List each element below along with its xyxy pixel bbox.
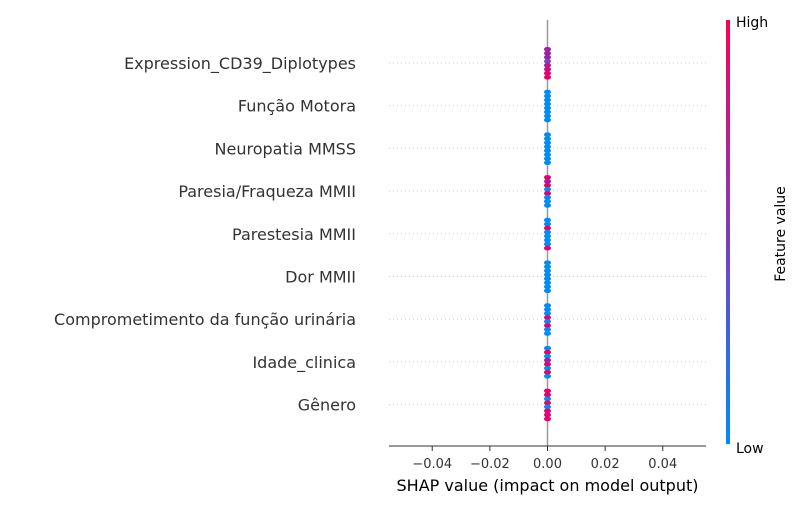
feature-label: Parestesia MMII — [232, 225, 356, 244]
shap-point — [544, 229, 551, 235]
feature-label: Idade_clinica — [252, 353, 356, 373]
shap-point — [544, 315, 551, 320]
shap-point — [544, 280, 551, 286]
shap-point — [544, 388, 551, 394]
x-axis: −0.04 −0.02 0.00 0.02 0.04 SHAP value (impac… — [389, 445, 706, 495]
shap-point — [544, 132, 551, 137]
feature-label: Paresia/Fraqueza MMII — [178, 182, 356, 201]
shap-point — [544, 71, 551, 76]
shap-point — [544, 55, 551, 60]
shap-point — [544, 365, 551, 371]
shap-point — [544, 276, 551, 282]
feature-label: Comprometimento da função urinária — [54, 310, 356, 329]
shap-point — [544, 160, 551, 165]
shap-point — [544, 345, 551, 351]
shap-point — [544, 233, 551, 239]
shap-point — [544, 323, 551, 328]
shap-point — [544, 175, 551, 180]
feature-labels: Expression_CD39_Diplotypes Função Motora N… — [54, 54, 356, 415]
shap-point — [544, 97, 551, 103]
x-ticks: −0.04 −0.02 0.00 0.02 0.04 — [412, 446, 677, 472]
shap-point — [544, 311, 551, 316]
shap-point — [544, 156, 551, 161]
shap-point — [544, 260, 551, 266]
shap-point — [544, 373, 551, 379]
shap-point — [544, 268, 551, 274]
shap-point — [544, 187, 551, 192]
feature-label: Neuropatia MMSS — [215, 139, 356, 158]
shap-point — [544, 404, 551, 410]
colorbar-low-label: Low — [736, 441, 764, 457]
shap-point — [544, 319, 551, 324]
shap-point — [544, 396, 551, 402]
shap-point — [544, 288, 551, 294]
colorbar-gradient — [726, 20, 730, 444]
shap-point — [544, 217, 551, 223]
colorbar: High Low Feature value — [726, 15, 789, 457]
shap-point — [544, 117, 551, 123]
x-axis-title: SHAP value (impact on model output) — [397, 476, 699, 495]
shap-point — [544, 144, 551, 149]
shap-point — [544, 183, 551, 188]
shap-point — [544, 225, 551, 231]
x-tick-label: −0.02 — [470, 457, 510, 472]
shap-point — [544, 63, 551, 68]
colorbar-title: Feature value — [773, 186, 789, 282]
x-tick-label: −0.04 — [412, 457, 452, 472]
feature-label: Dor MMII — [285, 268, 356, 287]
shap-point — [544, 51, 551, 56]
shap-point — [544, 392, 551, 398]
shap-point — [544, 272, 551, 278]
shap-point — [544, 148, 551, 153]
shap-point — [544, 109, 551, 115]
shap-point — [544, 47, 551, 52]
shap-point — [544, 284, 551, 290]
shap-point — [544, 101, 551, 107]
shap-point — [544, 113, 551, 119]
shap-point — [544, 191, 551, 196]
shap-point — [544, 179, 551, 184]
shap-point — [544, 327, 551, 332]
shap-point — [544, 412, 551, 418]
shap-point — [544, 67, 551, 72]
shap-point — [544, 331, 551, 336]
colorbar-high-label: High — [736, 15, 768, 31]
shap-point — [544, 59, 551, 64]
x-tick-label: 0.02 — [591, 457, 620, 472]
shap-point — [544, 357, 551, 363]
shap-point — [544, 245, 551, 251]
shap-point — [544, 89, 551, 95]
shap-point — [544, 152, 551, 157]
shap-point — [544, 307, 551, 312]
shap-point — [544, 361, 551, 367]
x-tick-label: 0.00 — [533, 457, 562, 472]
shap-point — [544, 93, 551, 99]
shap-point — [544, 195, 551, 200]
shap-point — [544, 105, 551, 111]
shap-point — [544, 349, 551, 355]
feature-label: Função Motora — [238, 97, 356, 116]
shap-point — [544, 416, 551, 422]
shap-point — [544, 303, 551, 308]
shap-point — [544, 400, 551, 406]
shap-point — [544, 140, 551, 145]
shap-point — [544, 408, 551, 414]
shap-point — [544, 221, 551, 227]
shap-point — [544, 353, 551, 359]
shap-point — [544, 203, 551, 208]
feature-label: Expression_CD39_Diplotypes — [124, 54, 356, 74]
shap-point — [544, 237, 551, 243]
shap-point — [544, 199, 551, 204]
shap-point — [544, 75, 551, 80]
shap-point — [544, 136, 551, 141]
shap-point — [544, 369, 551, 375]
points — [544, 47, 551, 422]
x-tick-label: 0.04 — [648, 457, 677, 472]
row-guides — [389, 62, 706, 406]
shap-point — [544, 241, 551, 247]
feature-label: Gênero — [298, 396, 356, 415]
shap-point — [544, 264, 551, 270]
